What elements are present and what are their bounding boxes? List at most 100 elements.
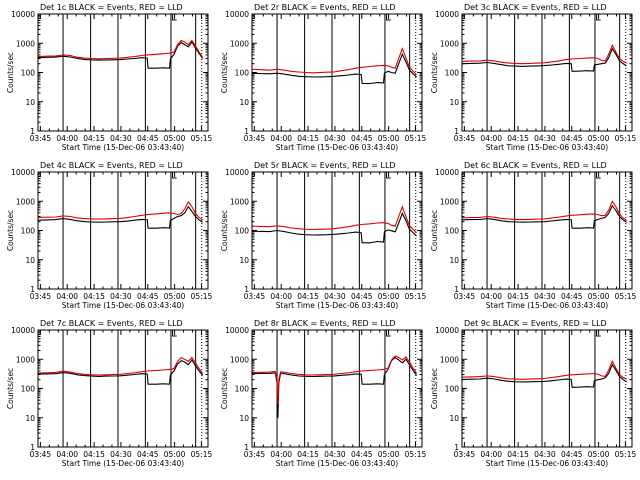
events-series-line (38, 358, 204, 385)
y-tick-label: 1 (454, 285, 459, 294)
lld-series-line (462, 43, 627, 65)
x-axis-title: Start Time (15-Dec-06 03:43:40) (276, 143, 398, 152)
y-tick-label: 10000 (435, 10, 459, 19)
bracket-marker (386, 172, 391, 179)
x-tick-label: 04:30 (534, 450, 556, 459)
x-axis-title: Start Time (15-Dec-06 03:43:40) (486, 301, 608, 310)
events-series-line (38, 205, 203, 229)
x-tick-label: 04:45 (351, 292, 373, 301)
bracket-marker (172, 172, 177, 179)
y-tick-label: 10000 (11, 168, 35, 177)
x-tick-label: 04:45 (137, 292, 159, 301)
panel-title: Det 4c BLACK = Events, RED = LLD (40, 161, 183, 170)
y-tick-label: 1000 (16, 197, 35, 206)
y-tick-label: 100 (445, 385, 460, 394)
panel-title: Det 6c BLACK = Events, RED = LLD (464, 161, 607, 170)
y-tick-label: 1000 (230, 197, 249, 206)
panel-title: Det 3c BLACK = Events, RED = LLD (464, 3, 607, 12)
x-tick-label: 04:45 (561, 450, 583, 459)
x-tick-label: 04:15 (507, 450, 529, 459)
x-tick-label: 05:15 (191, 292, 213, 301)
y-tick-label: 1000 (440, 39, 459, 48)
x-tick-label: 04:45 (137, 134, 159, 143)
y-tick-label: 10 (239, 98, 249, 107)
y-tick-label: 1 (454, 443, 459, 452)
x-tick-label: 03:45 (244, 450, 266, 459)
x-tick-label: 03:45 (454, 134, 476, 143)
y-tick-label: 10000 (225, 10, 249, 19)
y-axis-title: Counts/sec (430, 210, 439, 251)
lld-series-line (38, 356, 204, 376)
x-tick-label: 04:30 (534, 292, 556, 301)
x-tick-label: 04:15 (297, 134, 319, 143)
x-axis-title: Start Time (15-Dec-06 03:43:40) (62, 301, 184, 310)
panel-title: Det 2r BLACK = Events, RED = LLD (254, 3, 396, 12)
y-tick-label: 10000 (11, 10, 35, 19)
x-tick-label: 04:15 (297, 292, 319, 301)
x-tick-label: 04:00 (480, 134, 502, 143)
y-tick-label: 1 (30, 443, 35, 452)
bracket-marker (386, 330, 391, 337)
x-tick-label: 05:15 (191, 134, 213, 143)
y-tick-label: 10 (239, 414, 249, 423)
x-tick-label: 05:00 (164, 134, 186, 143)
x-tick-label: 04:15 (83, 450, 105, 459)
x-tick-label: 03:45 (244, 134, 266, 143)
y-tick-label: 10 (449, 256, 459, 265)
y-tick-label: 10000 (11, 326, 35, 335)
x-tick-label: 03:45 (30, 292, 52, 301)
x-tick-label: 04:15 (83, 134, 105, 143)
panel-title: Det 5r BLACK = Events, RED = LLD (254, 161, 396, 170)
panel-7: Det 7c BLACK = Events, RED = LLD 1 10 100 10… (6, 319, 212, 468)
lld-series-line (252, 47, 417, 76)
x-tick-label: 05:00 (164, 292, 186, 301)
x-tick-label: 04:15 (507, 292, 529, 301)
panel-4: Det 4c BLACK = Events, RED = LLD 1 10 100 10… (6, 161, 212, 310)
panel-title: Det 9c BLACK = Events, RED = LLD (464, 319, 607, 328)
y-tick-label: 10000 (435, 168, 459, 177)
x-tick-label: 05:15 (615, 292, 637, 301)
y-tick-label: 1 (244, 127, 249, 136)
y-tick-label: 10 (449, 414, 459, 423)
panel-title: Det 7c BLACK = Events, RED = LLD (40, 319, 183, 328)
panel-1: Det 1c BLACK = Events, RED = LLD 1 10 100 10… (6, 3, 212, 152)
x-axis-title: Start Time (15-Dec-06 03:43:40) (486, 143, 608, 152)
x-tick-label: 03:45 (454, 292, 476, 301)
x-tick-label: 05:00 (588, 450, 610, 459)
x-tick-label: 05:15 (405, 134, 427, 143)
bracket-marker (172, 330, 177, 337)
x-tick-label: 05:00 (378, 292, 400, 301)
x-axis-title: Start Time (15-Dec-06 03:43:40) (276, 301, 398, 310)
y-tick-label: 100 (21, 227, 36, 236)
events-series-line (462, 47, 627, 72)
x-tick-label: 04:30 (110, 134, 132, 143)
x-tick-label: 05:00 (588, 134, 610, 143)
x-tick-label: 05:15 (405, 450, 427, 459)
y-tick-label: 1000 (440, 197, 459, 206)
panel-title: Det 1c BLACK = Events, RED = LLD (40, 3, 183, 12)
panel-9: Det 9c BLACK = Events, RED = LLD 1 10 100 10… (430, 319, 636, 468)
y-axis-title: Counts/sec (220, 368, 229, 409)
bracket-marker (596, 330, 601, 337)
y-axis-title: Counts/sec (6, 210, 15, 251)
x-tick-label: 03:45 (454, 450, 476, 459)
x-tick-label: 05:15 (405, 292, 427, 301)
x-tick-label: 04:00 (56, 134, 78, 143)
y-tick-label: 100 (445, 227, 460, 236)
lld-series-line (38, 39, 204, 60)
x-tick-label: 04:30 (324, 292, 346, 301)
y-axis-title: Counts/sec (220, 210, 229, 251)
y-axis-title: Counts/sec (220, 52, 229, 93)
x-tick-label: 03:45 (30, 134, 52, 143)
x-tick-label: 04:00 (480, 450, 502, 459)
x-tick-label: 04:30 (324, 450, 346, 459)
y-tick-label: 1 (244, 285, 249, 294)
x-tick-label: 04:15 (83, 292, 105, 301)
x-axis-title: Start Time (15-Dec-06 03:43:40) (62, 143, 184, 152)
x-tick-label: 03:45 (244, 292, 266, 301)
x-tick-label: 04:15 (507, 134, 529, 143)
lld-series-line (462, 360, 627, 380)
x-tick-label: 04:00 (270, 134, 292, 143)
y-tick-label: 100 (21, 69, 36, 78)
